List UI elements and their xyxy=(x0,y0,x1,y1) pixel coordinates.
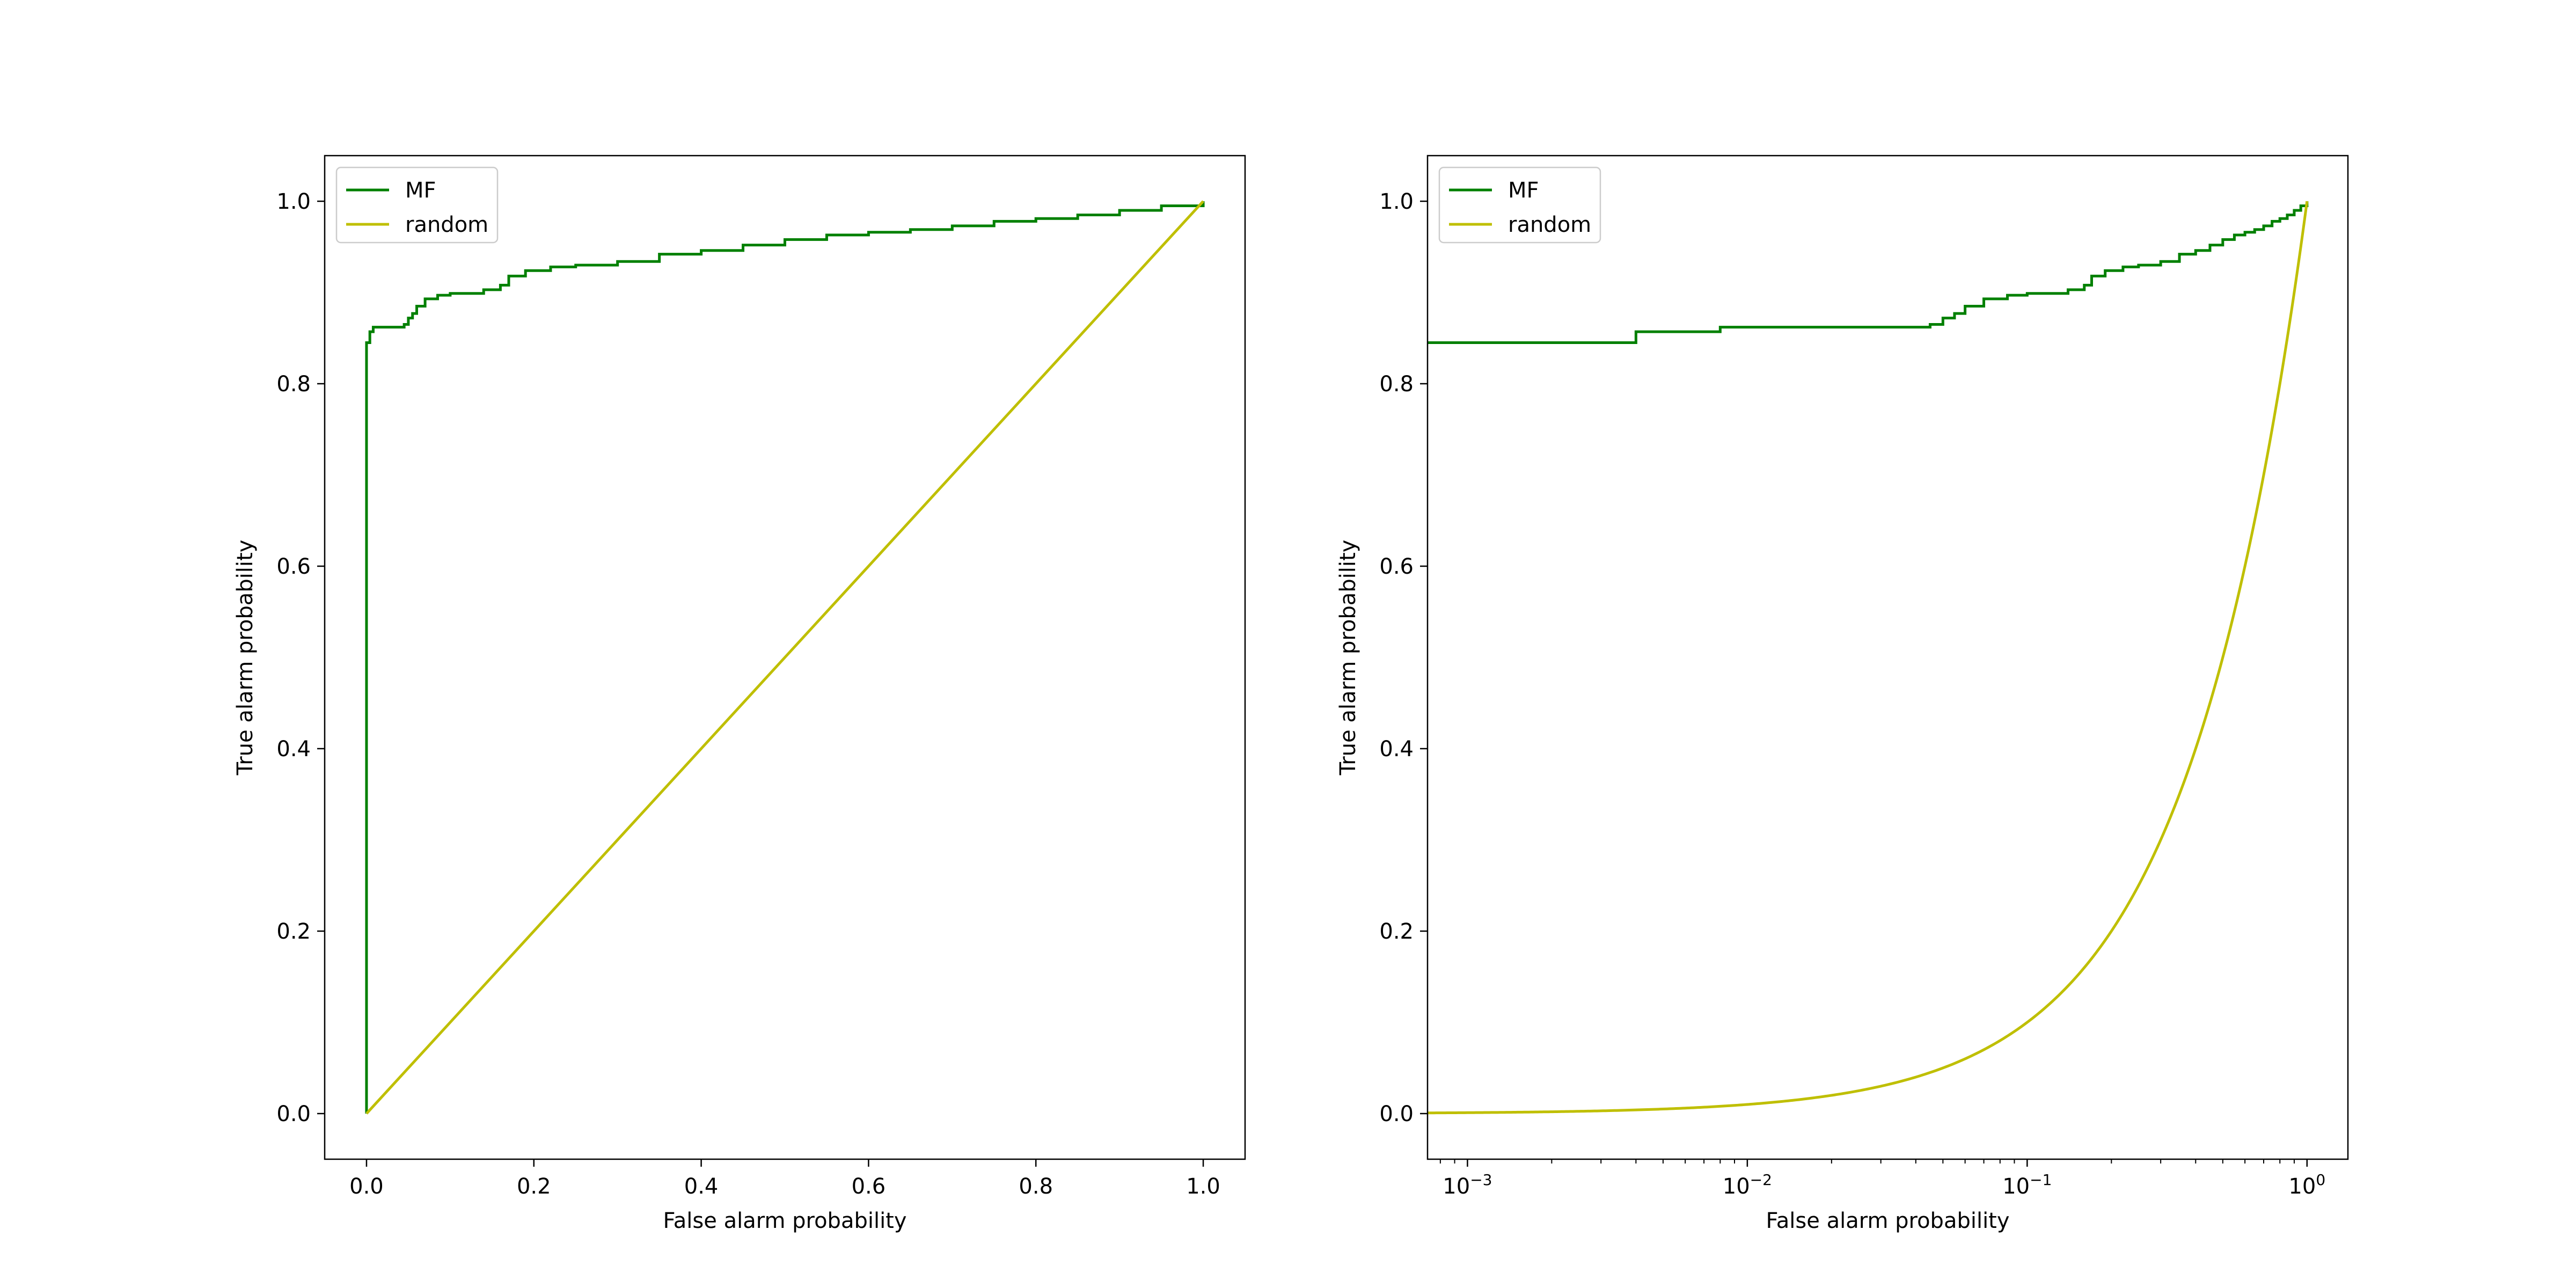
axes-frame xyxy=(324,155,1246,1160)
series-line-random xyxy=(365,200,1204,1115)
x-axis-label: False alarm probability xyxy=(1766,1209,2009,1233)
y-tick-label: 0.8 xyxy=(276,372,311,397)
legend-label-random: random xyxy=(405,213,488,237)
series-line-mf xyxy=(365,201,1205,1114)
x-tick-label: 0.4 xyxy=(684,1174,719,1199)
x-tick-label: 1.0 xyxy=(1186,1174,1220,1199)
legend: MF random xyxy=(1438,166,1601,244)
legend: MF random xyxy=(335,166,499,244)
x-tick-label: 0.6 xyxy=(852,1174,886,1199)
x-tick-label-exponent: −3 xyxy=(1470,1171,1492,1189)
y-tick-label: 0.4 xyxy=(276,737,311,762)
y-tick-label: 1.0 xyxy=(1379,189,1414,214)
y-tick-label: 0.2 xyxy=(1379,919,1414,944)
y-tick-label: 0.8 xyxy=(1379,372,1414,397)
legend-label-mf: MF xyxy=(405,178,436,203)
x-tick-label: 10−3 xyxy=(1443,1171,1492,1199)
x-tick-label-exponent: −2 xyxy=(1750,1171,1772,1189)
x-tick-label-exponent: 0 xyxy=(2316,1171,2325,1189)
x-tick-label: 0.0 xyxy=(349,1174,384,1199)
x-axis-label: False alarm probability xyxy=(663,1209,906,1233)
legend-label-random: random xyxy=(1508,213,1591,237)
x-tick-label-base: 10 xyxy=(2002,1174,2030,1199)
series-line-mf xyxy=(1428,201,2309,344)
axes-frame xyxy=(1426,155,2349,1160)
x-tick-label-exponent: −1 xyxy=(2030,1171,2052,1189)
y-tick-label: 1.0 xyxy=(276,189,311,214)
x-tick-label: 0.8 xyxy=(1019,1174,1053,1199)
y-tick-label: 0.6 xyxy=(1379,554,1414,579)
x-tick-label: 0.2 xyxy=(517,1174,551,1199)
y-tick-label: 0.0 xyxy=(276,1102,311,1126)
x-tick-label: 10−2 xyxy=(1723,1171,1772,1199)
y-tick-label: 0.6 xyxy=(276,554,311,579)
y-axis-label: True alarm probability xyxy=(233,540,258,776)
series-line-random xyxy=(1428,201,2309,1115)
y-axis-label: True alarm probability xyxy=(1336,540,1360,776)
y-tick-label: 0.4 xyxy=(1379,737,1414,762)
y-tick-label: 0.2 xyxy=(276,919,311,944)
x-tick-label-base: 10 xyxy=(2288,1174,2316,1199)
chart-panel-1: 0.0 0.2 0.4 0.6 0.8 1.0 0.0 0.2 0.4 0.6 0.8 1.0 Fals… xyxy=(233,155,1246,1233)
x-tick-label-base: 10 xyxy=(1723,1174,1750,1199)
x-tick-label-base: 10 xyxy=(1443,1174,1470,1199)
y-tick-label: 0.0 xyxy=(1379,1102,1414,1126)
legend-label-mf: MF xyxy=(1508,178,1539,203)
x-tick-label: 10−1 xyxy=(2002,1171,2052,1199)
x-tick-label: 100 xyxy=(2288,1171,2325,1199)
